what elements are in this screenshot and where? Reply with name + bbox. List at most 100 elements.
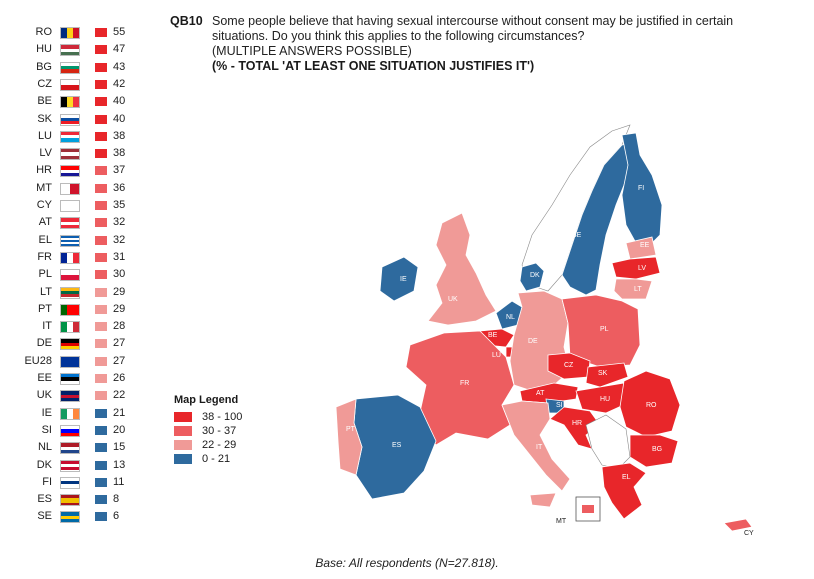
country-row-cy: CY 35 — [0, 197, 160, 214]
country-value: 37 — [113, 164, 126, 177]
map-legend: Map Legend 38 - 100 30 - 37 22 - 29 0 - … — [174, 394, 294, 466]
country-value: 55 — [113, 26, 126, 38]
country-value: 28 — [113, 320, 126, 333]
flag-icon — [60, 27, 80, 39]
flag-icon — [60, 303, 80, 316]
base-note: Base: All respondents (N=27.818). — [315, 556, 499, 570]
map-label-hu: HU — [600, 396, 610, 403]
country-row-mt: MT 36 — [0, 180, 160, 197]
country-value: 32 — [113, 233, 126, 246]
legend-item: 30 - 37 — [174, 424, 294, 438]
country-code: SK — [37, 112, 52, 125]
legend-swatch — [174, 440, 192, 450]
country-value: 40 — [113, 112, 126, 125]
flag-icon — [60, 338, 80, 351]
country-code: IT — [42, 320, 52, 333]
flag-icon — [60, 373, 80, 385]
map-label-lu: LU — [492, 352, 501, 359]
legend-label: 38 - 100 — [202, 411, 243, 423]
flag-icon — [60, 407, 80, 420]
map-label-fr: FR — [460, 380, 469, 387]
country-row-at: AT 32 — [0, 214, 160, 231]
flag-icon — [60, 78, 80, 91]
map-region-sk — [585, 362, 629, 388]
value-swatch — [95, 201, 107, 210]
flag-icon — [60, 442, 80, 455]
flag-icon — [60, 476, 80, 489]
country-value: 31 — [113, 250, 126, 263]
value-swatch — [95, 356, 107, 366]
map-region-it-sicily — [529, 492, 557, 508]
map-region-ee — [625, 236, 657, 260]
value-swatch — [95, 235, 107, 245]
country-row-it: IT 28 — [0, 318, 160, 335]
flag-icon — [60, 130, 80, 143]
country-value: 43 — [113, 60, 126, 73]
legend-swatch — [174, 454, 192, 464]
map-label-it: IT — [536, 444, 543, 451]
value-swatch — [95, 512, 107, 522]
map-label-lv: LV — [638, 265, 646, 272]
country-code: PL — [38, 268, 52, 281]
question-text: Some people believe that having sexual i… — [212, 14, 734, 43]
country-code: UK — [36, 389, 52, 402]
country-row-hr: HR 37 — [0, 162, 160, 179]
value-swatch — [95, 270, 107, 280]
map-region-balkans — [585, 414, 631, 470]
country-code: DE — [36, 337, 52, 350]
legend-item: 38 - 100 — [174, 410, 294, 424]
flag-icon — [60, 424, 80, 437]
country-row-si: SI 20 — [0, 422, 160, 439]
country-code: HU — [36, 43, 52, 56]
value-swatch — [95, 391, 107, 401]
country-value: 13 — [113, 458, 126, 471]
country-code: FR — [37, 250, 52, 263]
flag-icon — [60, 113, 80, 126]
country-row-eu28: EU28 27 — [0, 353, 160, 370]
map-label-fi: FI — [638, 185, 644, 192]
question-heading: (% - TOTAL 'AT LEAST ONE SITUATION JUSTI… — [212, 59, 535, 73]
value-swatch — [95, 62, 107, 72]
flag-icon — [60, 61, 80, 74]
flag-icon — [60, 459, 80, 472]
country-code: NL — [37, 441, 52, 454]
map-region-fr — [405, 330, 515, 446]
map-region-lt — [613, 278, 653, 300]
map-region-dk — [519, 262, 545, 292]
country-code: RO — [35, 26, 53, 38]
flag-icon — [60, 182, 80, 195]
map-label-ie: IE — [400, 276, 407, 283]
map-label-de: DE — [528, 338, 538, 345]
flag-icon — [60, 390, 80, 403]
country-row-ee: EE 26 — [0, 370, 160, 387]
value-swatch — [95, 287, 107, 297]
country-code: HR — [36, 164, 52, 177]
value-swatch — [95, 322, 107, 332]
flag-icon — [60, 165, 80, 178]
country-code: BE — [37, 95, 52, 108]
country-value: 8 — [113, 493, 120, 506]
country-code: SE — [37, 510, 52, 523]
country-row-ie: IE 21 — [0, 405, 160, 422]
country-row-el: EL 32 — [0, 232, 160, 249]
map-region-pt — [335, 398, 363, 476]
legend-item: 22 - 29 — [174, 438, 294, 452]
map-label-pl: PL — [600, 326, 609, 333]
country-value: 32 — [113, 216, 126, 229]
value-swatch — [95, 374, 107, 383]
map-label-uk: UK — [448, 296, 458, 303]
legend-label: 22 - 29 — [202, 439, 237, 451]
map-region-lv — [611, 256, 661, 280]
map-region-cy — [723, 518, 753, 532]
value-swatch — [95, 443, 107, 453]
country-code: ES — [37, 493, 52, 506]
europe-map: FI SE EE LV LT DK IE UK NL BE LU DE PL CZ SK AT HU RO BG SI… — [335, 124, 754, 537]
country-code: EU28 — [24, 354, 52, 367]
country-row-bg: BG 43 — [0, 59, 160, 76]
value-swatch — [95, 408, 107, 418]
value-swatch — [95, 218, 107, 228]
country-value: 11 — [113, 475, 125, 488]
map-region-it — [501, 400, 571, 492]
country-value: 6 — [113, 510, 120, 523]
country-code: LU — [37, 129, 52, 142]
